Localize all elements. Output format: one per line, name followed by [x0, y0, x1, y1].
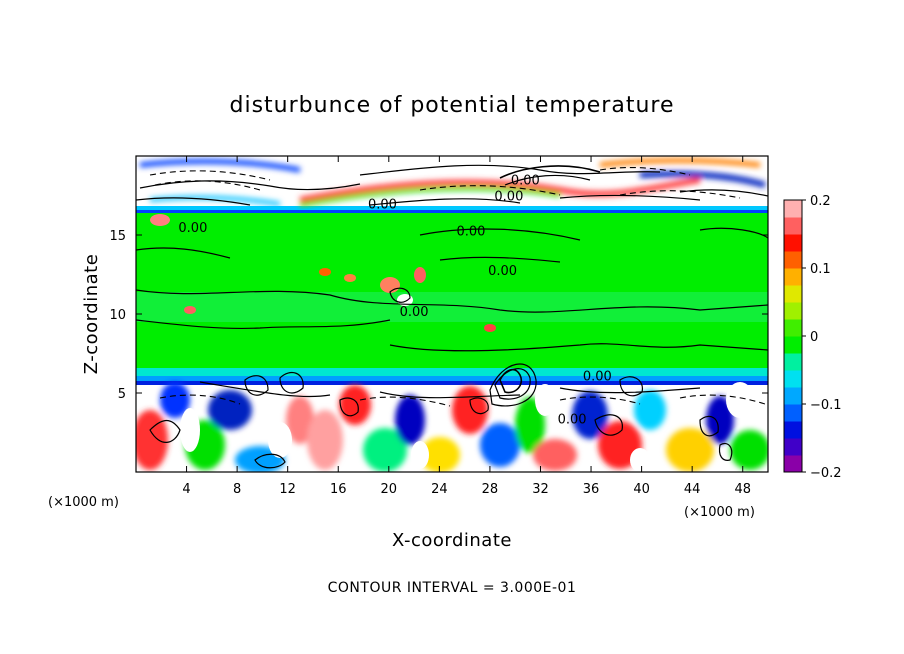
- contour-label: 0.00: [456, 224, 485, 239]
- band-lower-blue: [136, 376, 768, 384]
- colorbar-swatch: [784, 319, 802, 337]
- colorbar-swatch: [784, 353, 802, 371]
- x-tick-label: 48: [734, 482, 751, 497]
- colorbar: 0.2 0.1 0 −0.1 −0.2: [783, 194, 842, 481]
- band-upper-cyan: [136, 206, 768, 212]
- colorbar-tick-label: −0.2: [810, 466, 842, 481]
- x-axis-ticks: 4 8 12 16 20 24 28 32 36 40 44 48: [182, 156, 751, 497]
- lower-blobs: [136, 382, 768, 472]
- colorbar-swatch: [784, 387, 802, 405]
- x-tick-label: 20: [381, 482, 398, 497]
- x-axis-label: X-coordinate: [392, 530, 512, 551]
- colorbar-swatch: [784, 200, 802, 218]
- contour-label: 0.00: [558, 412, 587, 427]
- lower-white-patches: [180, 382, 754, 472]
- contour-label: 0.00: [488, 264, 517, 279]
- contour-label: 0.00: [400, 305, 429, 320]
- y-tick-label: 5: [118, 387, 126, 402]
- x-tick-label: 8: [233, 482, 241, 497]
- y-axis-ticks: 5 10 15: [109, 229, 768, 402]
- colorbar-swatch: [784, 234, 802, 252]
- x-tick-label: 36: [583, 482, 600, 497]
- contour-label: 0.00: [583, 370, 612, 385]
- band-lower-dark: [136, 381, 768, 385]
- colorbar-swatch: [784, 268, 802, 286]
- y-tick-label: 10: [109, 308, 126, 323]
- colorbar-swatch: [784, 370, 802, 388]
- mid-features: [150, 214, 496, 332]
- x-tick-label: 12: [279, 482, 296, 497]
- colorbar-tick-label: 0: [810, 330, 818, 345]
- band-lower-cyan: [136, 368, 768, 378]
- contours: [136, 164, 768, 469]
- z-unit-label: (×1000 m): [684, 505, 755, 520]
- colorbar-tick-label: −0.1: [810, 398, 842, 413]
- contour-label: 0.00: [494, 190, 523, 205]
- colorbar-swatch: [784, 251, 802, 269]
- colorbar-swatch: [784, 455, 802, 473]
- x-tick-label: 24: [431, 482, 448, 497]
- band-upper-blue: [136, 210, 768, 213]
- colorbar-swatch: [784, 404, 802, 422]
- field-layer: [136, 156, 768, 472]
- contour-labels: 0.000.000.000.000.000.000.000.000.00: [178, 174, 611, 428]
- contour-label: 0.00: [368, 197, 397, 212]
- upper-bands: [139, 157, 766, 207]
- colorbar-swatch: [784, 336, 802, 354]
- colorbar-swatch: [784, 421, 802, 439]
- x-tick-label: 40: [633, 482, 650, 497]
- colorbar-swatch: [784, 438, 802, 456]
- colorbar-swatch: [784, 302, 802, 320]
- y-tick-label: 15: [109, 229, 126, 244]
- colorbar-swatch: [784, 285, 802, 303]
- x-tick-label: 44: [684, 482, 701, 497]
- chart-title: disturbunce of potential temperature: [230, 93, 675, 118]
- colorbar-tick-label: 0.1: [810, 262, 831, 277]
- contour-label: 0.00: [511, 174, 540, 189]
- contour-label: 0.00: [178, 221, 207, 236]
- x-tick-label: 32: [532, 482, 549, 497]
- x-unit-label: (×1000 m): [48, 495, 119, 510]
- dashed-contours: [149, 167, 766, 407]
- x-tick-label: 28: [482, 482, 499, 497]
- x-tick-label: 16: [330, 482, 347, 497]
- colorbar-tick-label: 0.2: [810, 194, 831, 209]
- contour-interval: CONTOUR INTERVAL = 3.000E-01: [328, 580, 577, 596]
- x-tick-label: 4: [182, 482, 190, 497]
- y-axis-label: Z-coordinate: [81, 254, 102, 375]
- colorbar-swatch: [784, 217, 802, 235]
